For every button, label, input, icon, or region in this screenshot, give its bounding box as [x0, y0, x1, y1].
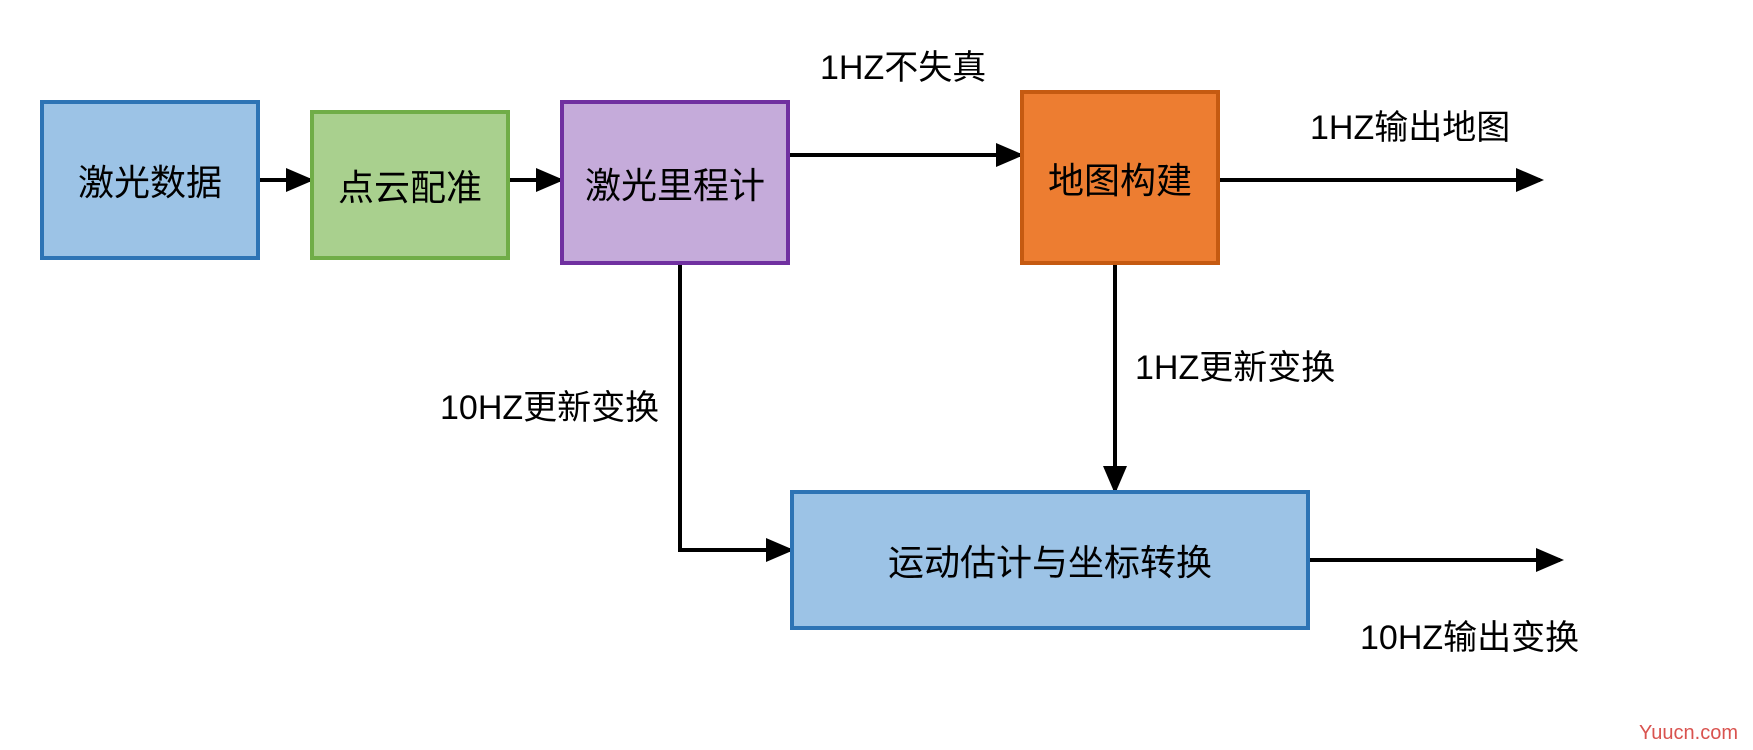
- node-laser_data: 激光数据: [40, 100, 260, 260]
- node-mapbuild: 地图构建: [1020, 90, 1220, 265]
- edge-label-mapbuild-to-out_map: 1HZ输出地图: [1310, 100, 1510, 149]
- edge-odom-to-motion: [680, 265, 790, 550]
- watermark: Yuucn.com: [1639, 722, 1738, 745]
- flowchart-canvas: 激光数据点云配准激光里程计 地图构建运动估计与坐标转换 1HZ不失真 10HZ更新变…: [0, 0, 1753, 750]
- edge-label-odom-to-mapbuild: 1HZ不失真: [820, 40, 986, 89]
- node-reg: 点云配准: [310, 110, 510, 260]
- edge-label-odom-to-motion: 10HZ更新变换: [440, 380, 659, 429]
- edge-label-motion-to-out_trans: 10HZ输出变换: [1360, 610, 1579, 659]
- node-motion: 运动估计与坐标转换: [790, 490, 1310, 630]
- node-odom: 激光里程计: [560, 100, 790, 265]
- edge-label-mapbuild-to-motion: 1HZ更新变换: [1135, 340, 1335, 389]
